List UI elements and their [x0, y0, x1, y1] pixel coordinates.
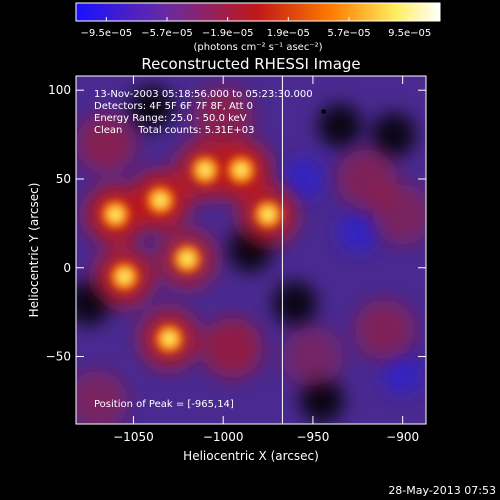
annotation-clean: Clean Total counts: 5.31E+03 — [94, 125, 254, 136]
y-axis: −50 0 50 100 — [46, 83, 426, 364]
y-tick-label: −50 — [46, 350, 71, 364]
annotation-detectors: Detectors: 4F 5F 6F 7F 8F, Att 0 — [94, 101, 253, 112]
annotation-energy: Energy Range: 25.0 - 50.0 keV — [94, 113, 247, 124]
heatmap-image — [76, 76, 426, 424]
colorbar-tick-label: 9.5e−05 — [388, 28, 431, 39]
y-axis-label: Heliocentric Y (arcsec) — [27, 183, 41, 318]
dark-region — [317, 103, 362, 148]
y-tick-label: 0 — [63, 261, 71, 275]
x-tick-label: −1000 — [203, 430, 244, 444]
colorbar-tick-label: 1.9e−05 — [267, 28, 310, 39]
emission-peak — [108, 207, 123, 222]
emission-region — [202, 317, 263, 378]
emission-peak — [180, 251, 195, 266]
x-axis-label: Heliocentric X (arcsec) — [183, 449, 319, 463]
dark-region — [371, 112, 416, 157]
blue-region — [283, 158, 324, 199]
x-axis: −1050 −1000 −950 −900 — [113, 76, 419, 444]
y-tick-label: 50 — [56, 172, 71, 186]
x-tick-label: −1050 — [113, 430, 154, 444]
colorbar — [75, 2, 441, 22]
x-tick-label: −900 — [386, 430, 419, 444]
emission-peak — [117, 269, 132, 284]
footer-timestamp: 28-May-2013 07:53 — [388, 484, 496, 497]
emission-peak — [234, 163, 249, 178]
peak-position-label: Position of Peak = [-965,14] — [94, 399, 234, 410]
dark-region — [129, 85, 174, 130]
blue-region — [382, 354, 423, 395]
emission-region — [76, 113, 137, 174]
chart-title: Reconstructed RHESSI Image — [141, 55, 360, 73]
y-tick-label: 100 — [48, 83, 71, 97]
emission-peak — [261, 207, 276, 222]
colorbar-tick-label: −9.5e−05 — [81, 28, 133, 39]
colorbar-tick-label: 5.7e−05 — [327, 28, 370, 39]
plot-frame — [75, 75, 427, 425]
colorbar-unit-label: (photons cm⁻² s⁻¹ asec⁻²) — [193, 42, 322, 53]
dark-region — [272, 281, 317, 326]
emission-peak — [198, 163, 213, 178]
emission-region — [282, 326, 343, 387]
emission-region — [193, 86, 254, 147]
peak-marker — [321, 109, 326, 114]
colorbar-tick-label: −1.9e−05 — [202, 28, 254, 39]
annotation-time: 13-Nov-2003 05:18:56.000 to 05:23:30.000 — [94, 89, 313, 100]
annotation-block: 13-Nov-2003 05:18:56.000 to 05:23:30.000… — [94, 89, 313, 136]
emission-region — [76, 370, 128, 424]
emission-peak — [153, 193, 168, 208]
emission-peak — [162, 331, 177, 346]
dark-region — [299, 378, 344, 423]
emission-region — [354, 299, 415, 360]
colorbar-tick-label: −5.7e−05 — [141, 28, 193, 39]
colorbar-ticks: −9.5e−05 −5.7e−05 −1.9e−05 1.9e−05 5.7e−05 9.… — [81, 17, 431, 39]
x-tick-label: −950 — [296, 430, 329, 444]
blue-region — [337, 212, 378, 253]
emission-region — [372, 184, 426, 245]
